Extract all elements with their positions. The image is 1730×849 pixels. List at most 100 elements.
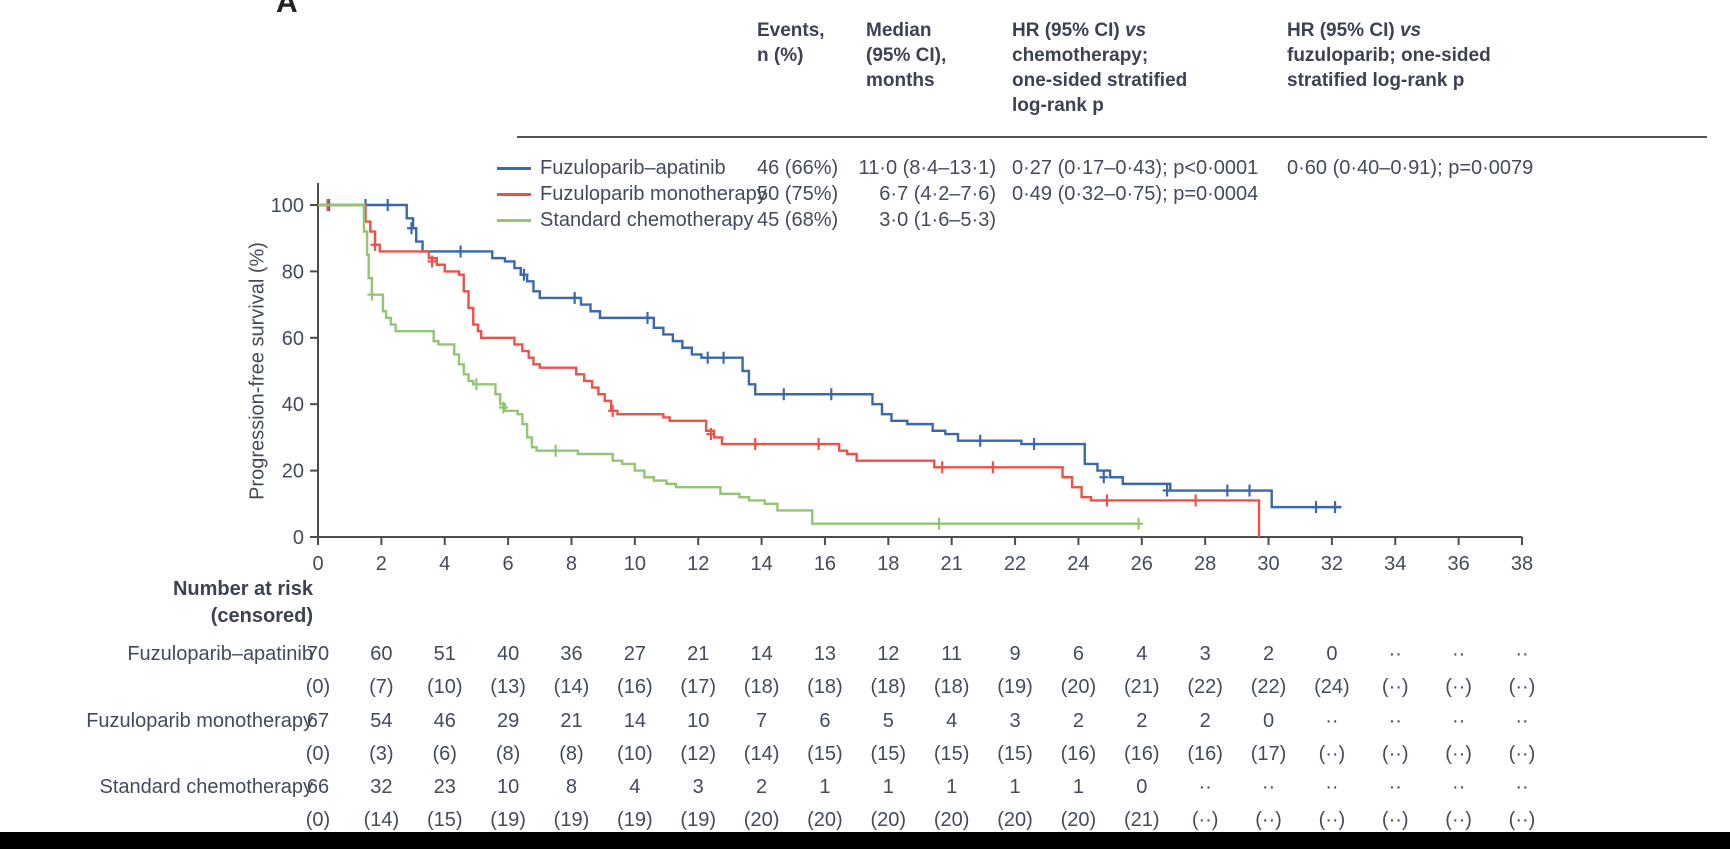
risk-cell: (20) xyxy=(807,809,843,831)
risk-cell: 66 xyxy=(306,776,330,798)
risk-cell: 4 xyxy=(1136,643,1148,665)
risk-cell: 9 xyxy=(1009,643,1021,665)
legend-label: Fuzuloparib–apatinib xyxy=(540,157,726,179)
risk-cell: ·· xyxy=(1388,710,1402,732)
risk-cell: 46 xyxy=(433,710,456,732)
median-value: 6·7 (4·2–7·6) xyxy=(879,183,996,205)
col-header-hr-vs-chemotherapy: HR (95% CI) vs chemotherapy; one-sided s… xyxy=(1012,18,1277,118)
risk-cell: (19) xyxy=(997,676,1033,698)
risk-cell: (17) xyxy=(1250,743,1287,765)
y-tick-label: 60 xyxy=(282,328,304,350)
risk-cell: 1 xyxy=(882,776,894,798)
risk-cell: (15) xyxy=(426,809,463,831)
legend-swatch-red xyxy=(497,193,531,196)
risk-cell: ·· xyxy=(1451,643,1466,665)
header-divider-line xyxy=(517,136,1707,138)
risk-cell: 27 xyxy=(623,643,646,665)
risk-cell: 1 xyxy=(819,776,831,798)
legend-row-standard-chemotherapy: Standard chemotherapy 45 (68%) 3·0 (1·6–… xyxy=(0,209,1730,235)
risk-cell: 5 xyxy=(882,710,894,732)
risk-cell: (12) xyxy=(680,743,716,765)
risk-cell: (··) xyxy=(1445,676,1472,698)
risk-cell: 32 xyxy=(370,776,393,798)
legend-label: Fuzuloparib monotherapy xyxy=(540,183,767,205)
risk-cell: (20) xyxy=(997,809,1033,831)
risk-cell: (19) xyxy=(617,809,653,831)
hr-vs-chemo-value: 0·49 (0·32–0·75); p=0·0004 xyxy=(1012,183,1259,205)
risk-cell: (16) xyxy=(617,676,653,698)
risk-cell: (··) xyxy=(1381,809,1409,831)
hr-fuzu-vs: vs xyxy=(1399,20,1422,41)
risk-row-label: Fuzuloparib monotherapy xyxy=(86,710,313,732)
x-tick-label: 34 xyxy=(1384,553,1406,575)
risk-cell: 10 xyxy=(496,776,520,798)
hr-chemo-prefix: HR (95% CI) xyxy=(1012,20,1125,41)
y-tick-label: 40 xyxy=(282,394,304,416)
risk-cell: (14) xyxy=(743,743,780,765)
risk-cell: (14) xyxy=(553,676,590,698)
risk-cell: (15) xyxy=(807,743,843,765)
risk-cell: (10) xyxy=(617,743,653,765)
risk-cell: ·· xyxy=(1325,776,1339,798)
risk-cell: ·· xyxy=(1388,776,1402,798)
risk-cell: 7 xyxy=(756,710,768,732)
risk-cell: 12 xyxy=(877,643,900,665)
risk-cell: 14 xyxy=(623,710,646,732)
risk-cell: (19) xyxy=(553,809,590,831)
hr-fuzu-rest: fuzuloparib; one-sided stratified log-ra… xyxy=(1287,45,1491,91)
risk-cell: 70 xyxy=(306,643,330,665)
risk-cell: (0) xyxy=(305,676,331,698)
risk-cell: (22) xyxy=(1187,676,1223,698)
risk-cell: 6 xyxy=(1072,643,1084,665)
risk-cell: 2 xyxy=(1072,710,1084,732)
risk-cell: 51 xyxy=(433,643,456,665)
legend-swatch-blue xyxy=(497,167,531,170)
risk-cell: (14) xyxy=(363,809,400,831)
panel-letter: A xyxy=(276,0,298,19)
risk-cell: (··) xyxy=(1508,676,1536,698)
risk-cell: 11 xyxy=(941,643,963,665)
risk-cell: 67 xyxy=(306,710,330,732)
hr-fuzu-prefix: HR (95% CI) xyxy=(1287,20,1400,41)
x-tick-label: 32 xyxy=(1321,553,1343,575)
risk-cell: (20) xyxy=(1060,809,1097,831)
risk-cell: 23 xyxy=(433,776,456,798)
risk-cell: (22) xyxy=(1250,676,1287,698)
x-tick-label: 36 xyxy=(1448,553,1470,575)
x-tick-label: 10 xyxy=(624,553,646,575)
y-tick-label: 100 xyxy=(271,195,304,217)
risk-cell: (··) xyxy=(1381,676,1409,698)
legend-swatch-green xyxy=(497,219,531,222)
risk-cell: (15) xyxy=(997,743,1033,765)
risk-cell: (6) xyxy=(432,743,457,765)
legend-row-fuzuloparib-monotherapy: Fuzuloparib monotherapy 50 (75%) 6·7 (4·… xyxy=(0,183,1730,209)
hr-chemo-vs: vs xyxy=(1124,20,1147,41)
risk-cell: (20) xyxy=(870,809,907,831)
x-tick-label: 0 xyxy=(312,553,323,575)
x-tick-label: 12 xyxy=(687,553,709,575)
legend-row-fuzuloparib-apatinib: Fuzuloparib–apatinib 46 (66%) 11·0 (8·4–… xyxy=(0,157,1730,183)
risk-cell: (15) xyxy=(933,743,970,765)
risk-cell: (··) xyxy=(1255,809,1282,831)
risk-cell: 0 xyxy=(1136,776,1148,798)
risk-cell: (··) xyxy=(1445,809,1472,831)
risk-cell: (10) xyxy=(426,676,463,698)
risk-cell: 3 xyxy=(692,776,704,798)
risk-cell: (··) xyxy=(1508,809,1536,831)
legend-label: Standard chemotherapy xyxy=(540,209,754,231)
risk-cell: (7) xyxy=(369,676,394,698)
risk-cell: (18) xyxy=(743,676,780,698)
risk-cell: (18) xyxy=(807,676,843,698)
risk-cell: (20) xyxy=(743,809,780,831)
risk-cell: 29 xyxy=(496,710,520,732)
col-header-events: Events, n (%) xyxy=(757,20,825,66)
risk-table-title: Number at risk (censored) xyxy=(172,578,313,627)
survival-curve xyxy=(318,203,1342,509)
risk-cell: 2 xyxy=(756,776,768,798)
risk-cell: (24) xyxy=(1314,676,1350,698)
risk-cell: (··) xyxy=(1508,743,1536,765)
x-tick-label: 22 xyxy=(1004,553,1026,575)
risk-cell: 1 xyxy=(1072,776,1084,798)
risk-cell: (16) xyxy=(1187,743,1223,765)
